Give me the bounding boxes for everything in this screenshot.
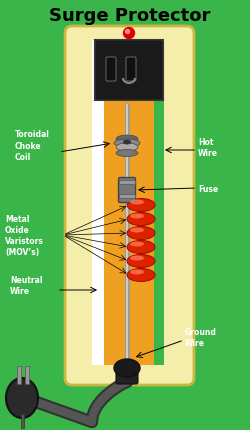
Ellipse shape xyxy=(127,199,155,212)
Text: Neutral
Wire: Neutral Wire xyxy=(10,275,42,295)
Text: Toroidal
Choke
Coil: Toroidal Choke Coil xyxy=(15,130,50,161)
Bar xyxy=(92,41,164,365)
Ellipse shape xyxy=(130,256,144,261)
FancyBboxPatch shape xyxy=(126,58,136,82)
Bar xyxy=(17,366,21,384)
FancyBboxPatch shape xyxy=(116,366,138,384)
Ellipse shape xyxy=(130,228,144,233)
Ellipse shape xyxy=(130,270,144,275)
Ellipse shape xyxy=(127,241,155,254)
Ellipse shape xyxy=(130,242,144,247)
Ellipse shape xyxy=(127,255,155,268)
Ellipse shape xyxy=(127,213,155,226)
Bar xyxy=(92,41,104,365)
FancyBboxPatch shape xyxy=(118,178,136,203)
Ellipse shape xyxy=(116,150,138,157)
Bar xyxy=(119,181,135,184)
Ellipse shape xyxy=(130,214,144,219)
Ellipse shape xyxy=(114,140,140,147)
Text: Surge Protector: Surge Protector xyxy=(49,7,211,25)
FancyBboxPatch shape xyxy=(65,27,194,385)
Bar xyxy=(154,41,164,365)
Ellipse shape xyxy=(127,227,155,240)
Ellipse shape xyxy=(114,359,140,377)
Text: Hot
Wire: Hot Wire xyxy=(198,138,218,158)
Ellipse shape xyxy=(116,136,138,144)
Bar xyxy=(21,414,24,428)
FancyBboxPatch shape xyxy=(95,41,163,101)
Text: Fuse: Fuse xyxy=(198,184,218,193)
Ellipse shape xyxy=(127,269,155,282)
Circle shape xyxy=(126,31,130,34)
Bar xyxy=(95,41,163,101)
Circle shape xyxy=(124,28,134,40)
Ellipse shape xyxy=(6,378,38,418)
FancyBboxPatch shape xyxy=(106,58,116,82)
Text: Ground
Wire: Ground Wire xyxy=(185,327,217,347)
Bar xyxy=(119,194,135,199)
Ellipse shape xyxy=(116,144,138,152)
Ellipse shape xyxy=(123,140,131,145)
Ellipse shape xyxy=(130,200,144,205)
Bar xyxy=(25,366,29,384)
Text: Metal
Oxide
Varistors
(MOV’s): Metal Oxide Varistors (MOV’s) xyxy=(5,214,44,257)
